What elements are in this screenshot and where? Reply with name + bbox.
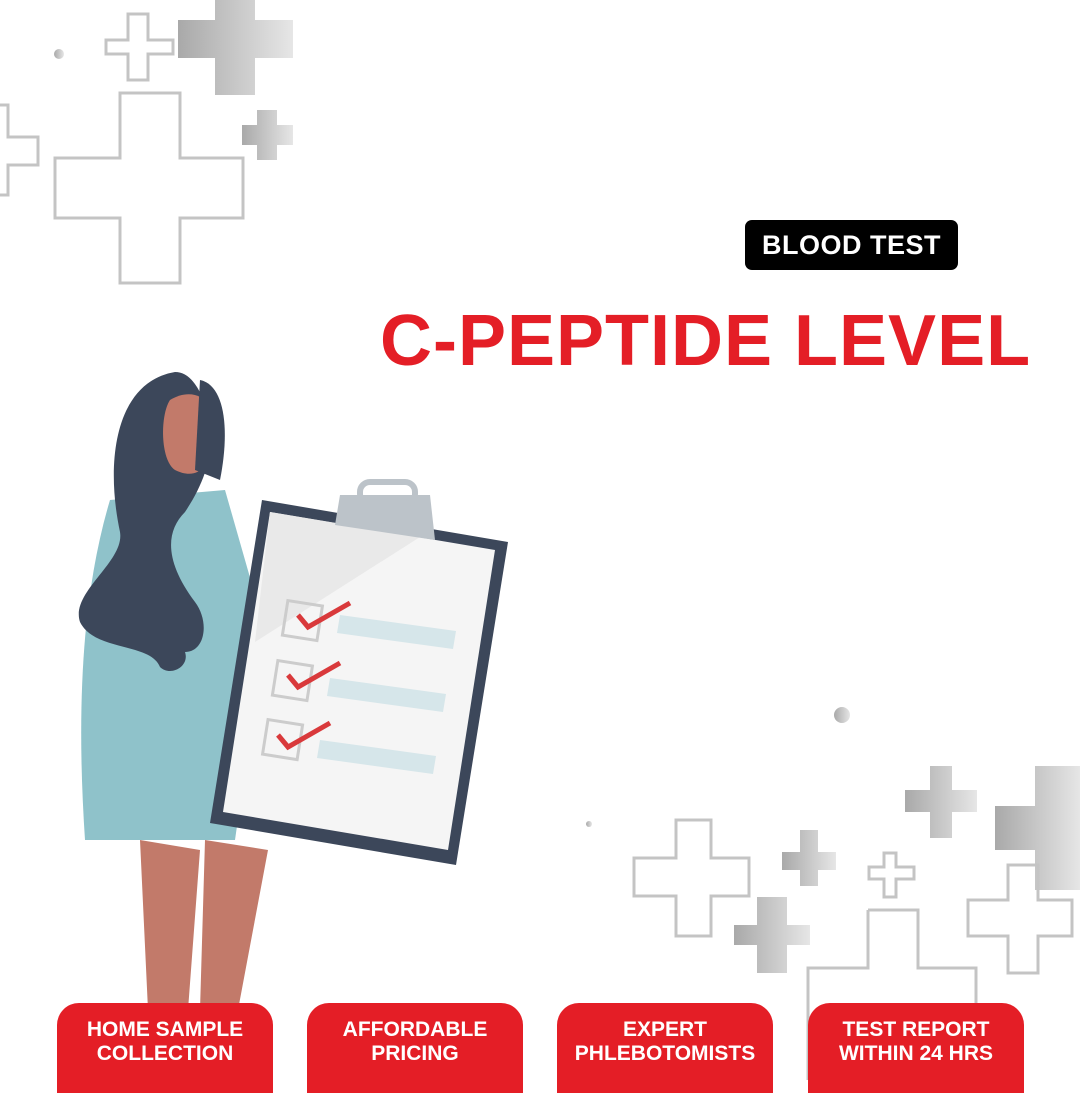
feature-badge-report: TEST REPORT WITHIN 24 HRS [808, 1003, 1024, 1093]
feature-line: AFFORDABLE [342, 1018, 488, 1041]
feature-badge-pricing: AFFORDABLE PRICING [307, 1003, 523, 1093]
feature-line: COLLECTION [96, 1042, 234, 1065]
feature-badge-phlebotomists: EXPERT PHLEBOTOMISTS [557, 1003, 773, 1093]
feature-line: PHLEBOTOMISTS [574, 1042, 756, 1065]
blood-test-tag: BLOOD TEST [745, 220, 958, 270]
medical-cross-icons [54, 0, 1080, 973]
feature-badge-home-sample: HOME SAMPLE COLLECTION [57, 1003, 273, 1093]
woman-with-clipboard-illustration [78, 372, 508, 1010]
feature-line: HOME SAMPLE [86, 1018, 244, 1041]
feature-line: EXPERT [622, 1018, 708, 1041]
page-title: C-PEPTIDE LEVEL [380, 301, 1032, 381]
feature-line: PRICING [371, 1042, 459, 1065]
feature-line: WITHIN 24 HRS [838, 1042, 993, 1065]
feature-line: TEST REPORT [842, 1018, 990, 1041]
outline-cross-icons [0, 12, 1074, 1080]
